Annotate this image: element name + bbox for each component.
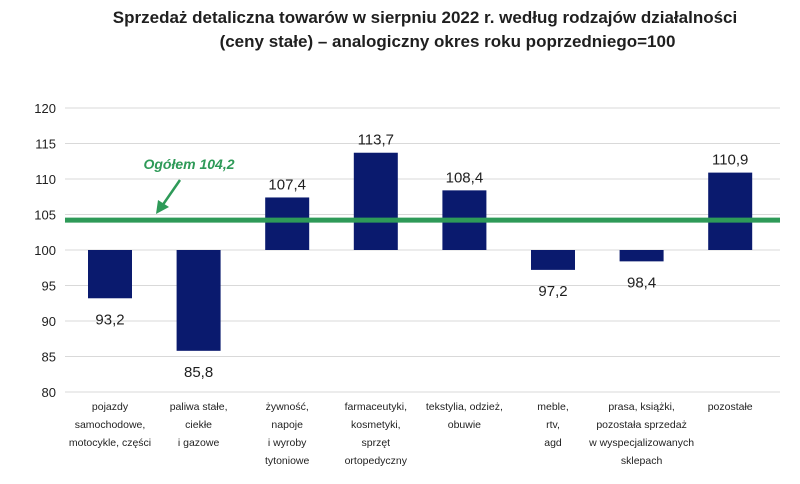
data-label: 97,2 (538, 283, 567, 300)
category-label-line: pojazdy (91, 401, 129, 413)
reference-arrow-head (156, 200, 169, 214)
bar (531, 250, 575, 270)
category-label: meble, rtv, agd (498, 398, 608, 452)
category-label-line: tekstylia, odzież, (425, 401, 503, 413)
chart-title-block: Sprzedaż detaliczna towarów w sierpniu 2… (0, 6, 800, 54)
reference-label: Ogółem 104,2 (143, 156, 234, 172)
category-label-line: agd (544, 437, 562, 449)
category-label-line: napoje (271, 419, 303, 431)
data-label: 110,9 (712, 152, 748, 169)
category-label-line: sprzęt (361, 437, 391, 449)
data-label: 85,8 (184, 364, 213, 381)
bar (88, 250, 132, 299)
category-label-line: farmaceutyki, (344, 401, 408, 413)
category-label: pozostałe (675, 398, 785, 416)
bar (353, 152, 398, 250)
category-label-line: i gazowe (177, 437, 220, 449)
category-label: farmaceutyki, kosmetyki, sprzęt ortopedyczn… (321, 398, 431, 470)
category-label-line: samochodowe, (74, 419, 146, 431)
data-label: 108,4 (446, 169, 484, 186)
category-label: pojazdy samochodowe, motocykle, części (55, 398, 165, 452)
category-label-line: kosmetyki, (351, 419, 401, 431)
bar (176, 250, 221, 351)
chart-title: Sprzedaż detaliczna towarów w sierpniu 2… (112, 8, 738, 27)
category-label-line: pozostała sprzedaż (596, 419, 687, 431)
category-label-line: sklepach (620, 455, 663, 467)
y-tick-label: 90 (42, 314, 56, 329)
bar (265, 197, 310, 250)
category-label-line: i wyroby (267, 437, 307, 449)
y-tick-label: 80 (42, 385, 56, 400)
bar (619, 250, 664, 262)
bar (708, 172, 753, 250)
category-label-line: pozostałe (707, 401, 753, 413)
category-label-line: żywność, (265, 401, 309, 413)
y-tick-label: 100 (34, 243, 56, 258)
category-label: prasa, książki, pozostała sprzedaż w wyspe… (587, 398, 697, 470)
category-label: żywność, napoje i wyroby tytoniowe (232, 398, 342, 470)
category-label: paliwa stałe, ciekłe i gazowe (144, 398, 254, 452)
category-label: tekstylia, odzież, obuwie (409, 398, 519, 434)
category-label-line: ciekłe (185, 419, 213, 431)
category-label-line: tytoniowe (265, 455, 310, 467)
y-tick-label: 115 (35, 137, 56, 152)
y-tick-label: 105 (34, 208, 56, 223)
category-label-line: paliwa stałe, (169, 401, 228, 413)
category-label-line: ortopedyczny (344, 455, 408, 467)
data-label: 98,4 (627, 274, 656, 291)
category-label-line: motocykle, części (68, 437, 152, 449)
y-tick-label: 110 (35, 172, 56, 187)
reference-arrow-shaft (160, 179, 182, 207)
data-label: 93,2 (95, 311, 124, 328)
category-label-line: w wyspecjalizowanych (589, 437, 695, 449)
chart-subtitle: (ceny stałe) – analogiczny okres roku po… (219, 32, 676, 51)
category-label-line: obuwie (447, 419, 482, 431)
data-label: 107,4 (268, 176, 306, 193)
data-label: 113,7 (358, 132, 394, 149)
category-label-line: prasa, książki, (608, 401, 675, 413)
category-label-line: meble, (537, 401, 569, 413)
y-tick-label: 120 (34, 101, 56, 116)
y-tick-label: 85 (42, 350, 56, 365)
y-tick-label: 95 (42, 279, 56, 294)
category-label-line: rtv, (546, 419, 560, 431)
